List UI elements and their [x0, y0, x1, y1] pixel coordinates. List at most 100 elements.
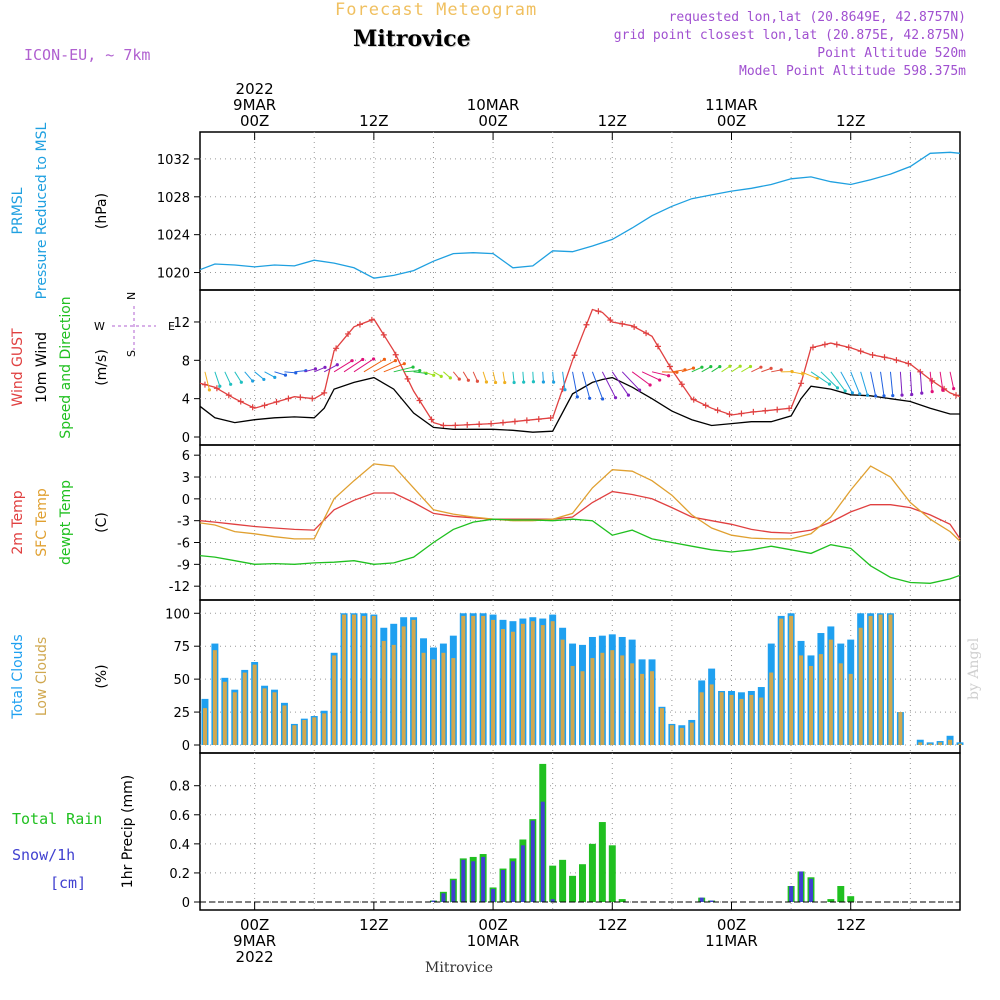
bar-low-clouds [650, 671, 655, 745]
wind-arrow-head [910, 392, 914, 397]
bar-low-clouds [421, 652, 426, 745]
y-tick-label: -12 [169, 580, 190, 595]
wind-arrow-head [563, 388, 567, 392]
wind-arrow-head [882, 394, 886, 398]
wind-arrow [761, 367, 772, 373]
bar-low-clouds [799, 655, 804, 745]
wind-arrow-head [930, 390, 934, 394]
top-time-label: 00Z [717, 112, 746, 130]
bar-snow-1h [471, 861, 476, 902]
compass-cross [112, 306, 156, 350]
bar-total-rain [827, 899, 835, 902]
ylabel-line: Snow/1h [12, 846, 75, 864]
bar-snow-1h [431, 900, 436, 902]
bar-low-clouds [550, 621, 555, 745]
compass-s: S [125, 350, 138, 357]
wind-arrow-head [952, 387, 956, 391]
gust-marker [356, 321, 363, 328]
bar-low-clouds [719, 692, 724, 745]
wind-arrow-head [323, 365, 327, 369]
gust-marker [905, 360, 912, 367]
wind-arrow [572, 371, 578, 397]
wind-arrow-head [283, 373, 288, 377]
bar-low-clouds [272, 692, 277, 745]
gust-marker [452, 422, 459, 429]
gust-marker [464, 421, 471, 428]
wind-arrow-head [700, 365, 704, 369]
ylabel-line: [cm] [50, 874, 86, 892]
wind-arrow-head [850, 391, 854, 395]
wind-arrow-head [402, 362, 406, 366]
wind-arrow [741, 366, 751, 373]
wind-arrow [949, 371, 955, 389]
footer-location: Mitrovice [425, 960, 494, 976]
wind-arrow [274, 371, 286, 376]
wind-arrow-head [941, 388, 945, 392]
gust-marker [869, 351, 876, 358]
bottom-time-label: 10MAR [467, 932, 520, 950]
wind-arrow [423, 371, 434, 376]
bar-low-clouds [958, 743, 962, 745]
bar-low-clouds [729, 694, 734, 745]
wind-arrow-head [393, 358, 398, 363]
wind-arrow-head [229, 382, 233, 386]
y-tick-label: 4 [182, 393, 190, 408]
bar-low-clouds [759, 697, 764, 745]
bottom-time-label: 12Z [598, 916, 627, 934]
gust-marker [595, 308, 602, 315]
wind-arrow [492, 371, 497, 383]
y-tick-label: 0.6 [169, 809, 190, 824]
wind-arrow [681, 367, 694, 373]
bar-snow-1h [491, 888, 496, 902]
bar-low-clouds [818, 654, 823, 745]
bar-low-clouds [451, 658, 456, 745]
bar-low-clouds [610, 650, 615, 745]
gust-marker [380, 331, 387, 338]
bar-low-clouds [938, 742, 943, 745]
gust-marker [213, 385, 220, 392]
wind-arrow [651, 371, 669, 377]
wind-arrow [224, 371, 232, 385]
bar-total-rain [598, 822, 606, 902]
wind-arrow-head [382, 357, 386, 361]
gust-marker [237, 398, 244, 405]
bar-low-clouds [659, 708, 664, 745]
gust-marker [333, 345, 340, 352]
wind-arrow [323, 364, 338, 373]
wind-arrow-head [335, 363, 339, 367]
wind-arrow [264, 371, 276, 378]
top-time-label: 10MAR [467, 96, 520, 114]
y-tick-label: 8 [182, 354, 190, 369]
wind-arrow [214, 371, 221, 387]
gust-marker [654, 343, 661, 350]
top-time-label: 12Z [359, 112, 388, 130]
wind-arrow [234, 371, 242, 383]
wind-arrow [701, 366, 712, 373]
bar-low-clouds [431, 659, 436, 745]
bar-low-clouds [520, 623, 525, 745]
wind-arrow [393, 366, 414, 373]
bar-low-clouds [292, 725, 297, 745]
wind-arrow-head [466, 378, 470, 382]
wind-arrow [840, 371, 853, 394]
wind-arrow-head [512, 380, 516, 385]
gust-marker [619, 320, 626, 327]
gust-marker [821, 341, 828, 348]
bar-low-clouds [828, 639, 833, 745]
wind-arrow [413, 371, 427, 374]
bar-total-rain [618, 899, 626, 902]
wind-arrow-head [457, 377, 461, 381]
series-sfc-temp [199, 463, 961, 542]
wind-arrow [691, 366, 703, 373]
bar-low-clouds [699, 692, 704, 745]
bar-low-clouds [461, 615, 466, 745]
bar-snow-1h [530, 820, 535, 902]
wind-arrow [889, 371, 894, 396]
y-tick-label: 0 [182, 896, 190, 911]
wind-arrow-head [843, 389, 847, 393]
wind-arrow-head [666, 374, 671, 378]
gust-marker [583, 321, 590, 328]
bar-low-clouds [779, 618, 784, 745]
model-label: ICON-EU, ~ 7km [24, 46, 151, 64]
wind-arrow [333, 360, 353, 373]
